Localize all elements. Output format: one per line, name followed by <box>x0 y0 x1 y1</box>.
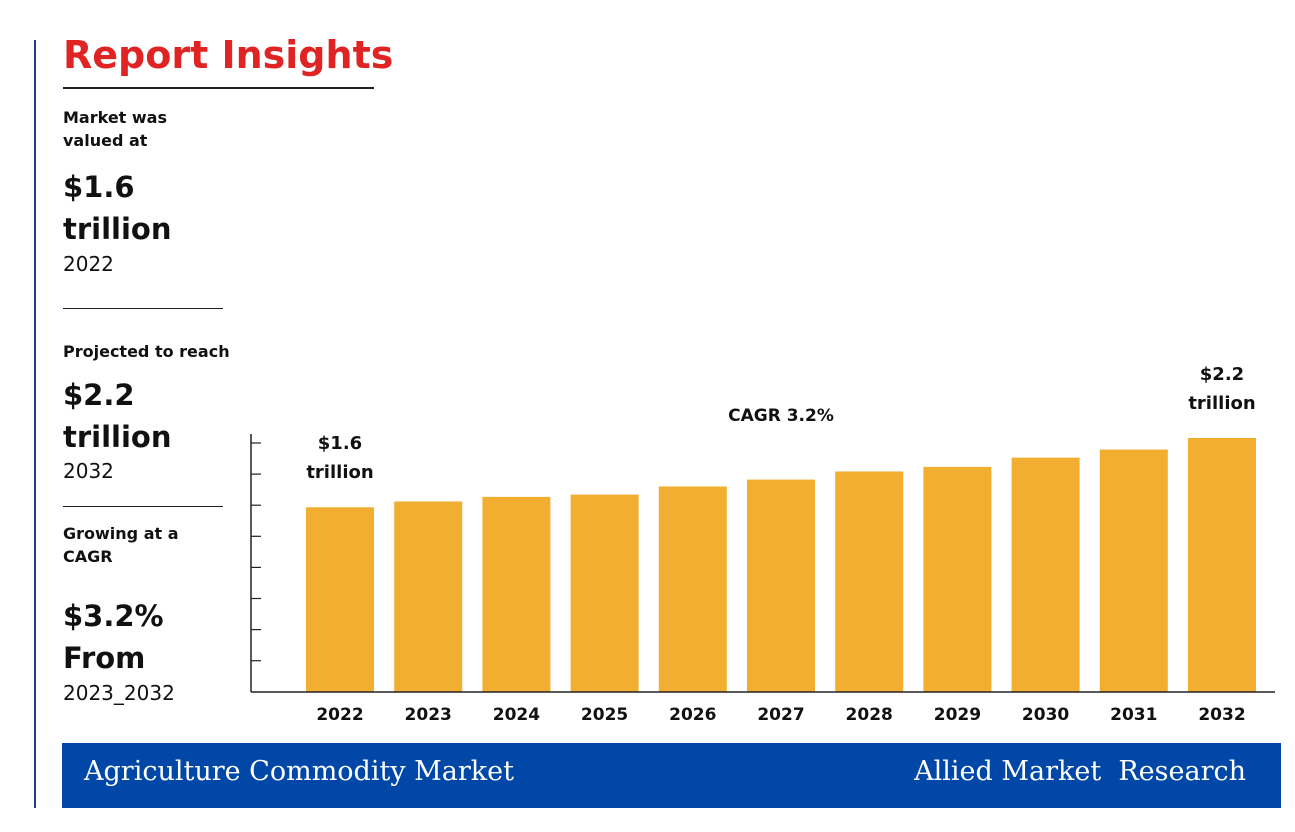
bar <box>1011 457 1080 692</box>
x-tick-label: 2026 <box>669 705 716 725</box>
insight-label: Projected to reach <box>63 342 230 361</box>
title-rule <box>63 87 374 89</box>
insight-period: 2032 <box>63 459 114 483</box>
insight-value: $2.2 trillion <box>63 378 172 454</box>
footer-right: Allied Market Research <box>914 756 1246 787</box>
data-label: $2.2 trillion <box>1188 364 1256 414</box>
annotation: CAGR 3.2% <box>728 406 834 426</box>
x-tick-label: 2023 <box>405 705 452 725</box>
bar <box>835 471 904 692</box>
separator <box>63 308 223 309</box>
x-tick-label: 2030 <box>1022 705 1069 725</box>
bar <box>570 494 639 692</box>
x-tick-label: 2029 <box>934 705 981 725</box>
footer-left: Agriculture Commodity Market <box>84 756 514 787</box>
bar <box>658 486 727 692</box>
insight-value: $3.2% From <box>63 599 164 675</box>
side-rule <box>34 40 36 808</box>
x-tick-label: 2025 <box>581 705 628 725</box>
insight-value: $1.6 trillion <box>63 170 172 246</box>
bar <box>923 466 992 692</box>
bar <box>394 501 463 692</box>
footer-band <box>62 743 1281 808</box>
separator <box>63 506 223 507</box>
data-label: $1.6 trillion <box>306 433 374 484</box>
bar <box>1188 438 1256 692</box>
x-tick-label: 2027 <box>757 705 804 725</box>
insight-label: Market was valued at <box>63 108 167 150</box>
insight-period: 2023_2032 <box>63 681 175 705</box>
x-tick-label: 2024 <box>493 705 540 725</box>
x-tick-label: 2031 <box>1110 705 1157 725</box>
bar <box>482 496 551 692</box>
insight-period: 2022 <box>63 252 114 276</box>
x-tick-label: 2022 <box>316 705 363 725</box>
x-tick-label: 2028 <box>846 705 893 725</box>
insight-label: Growing at a CAGR <box>63 524 179 566</box>
bar <box>306 507 374 692</box>
chart: CAGR 3.2% 2022 2023 2024 2025 2026 2027 2028 20… <box>250 406 1275 725</box>
bar <box>1099 449 1168 692</box>
x-tick-label: 2032 <box>1198 705 1245 725</box>
bar <box>747 479 815 692</box>
title: Report Insights <box>63 33 394 77</box>
